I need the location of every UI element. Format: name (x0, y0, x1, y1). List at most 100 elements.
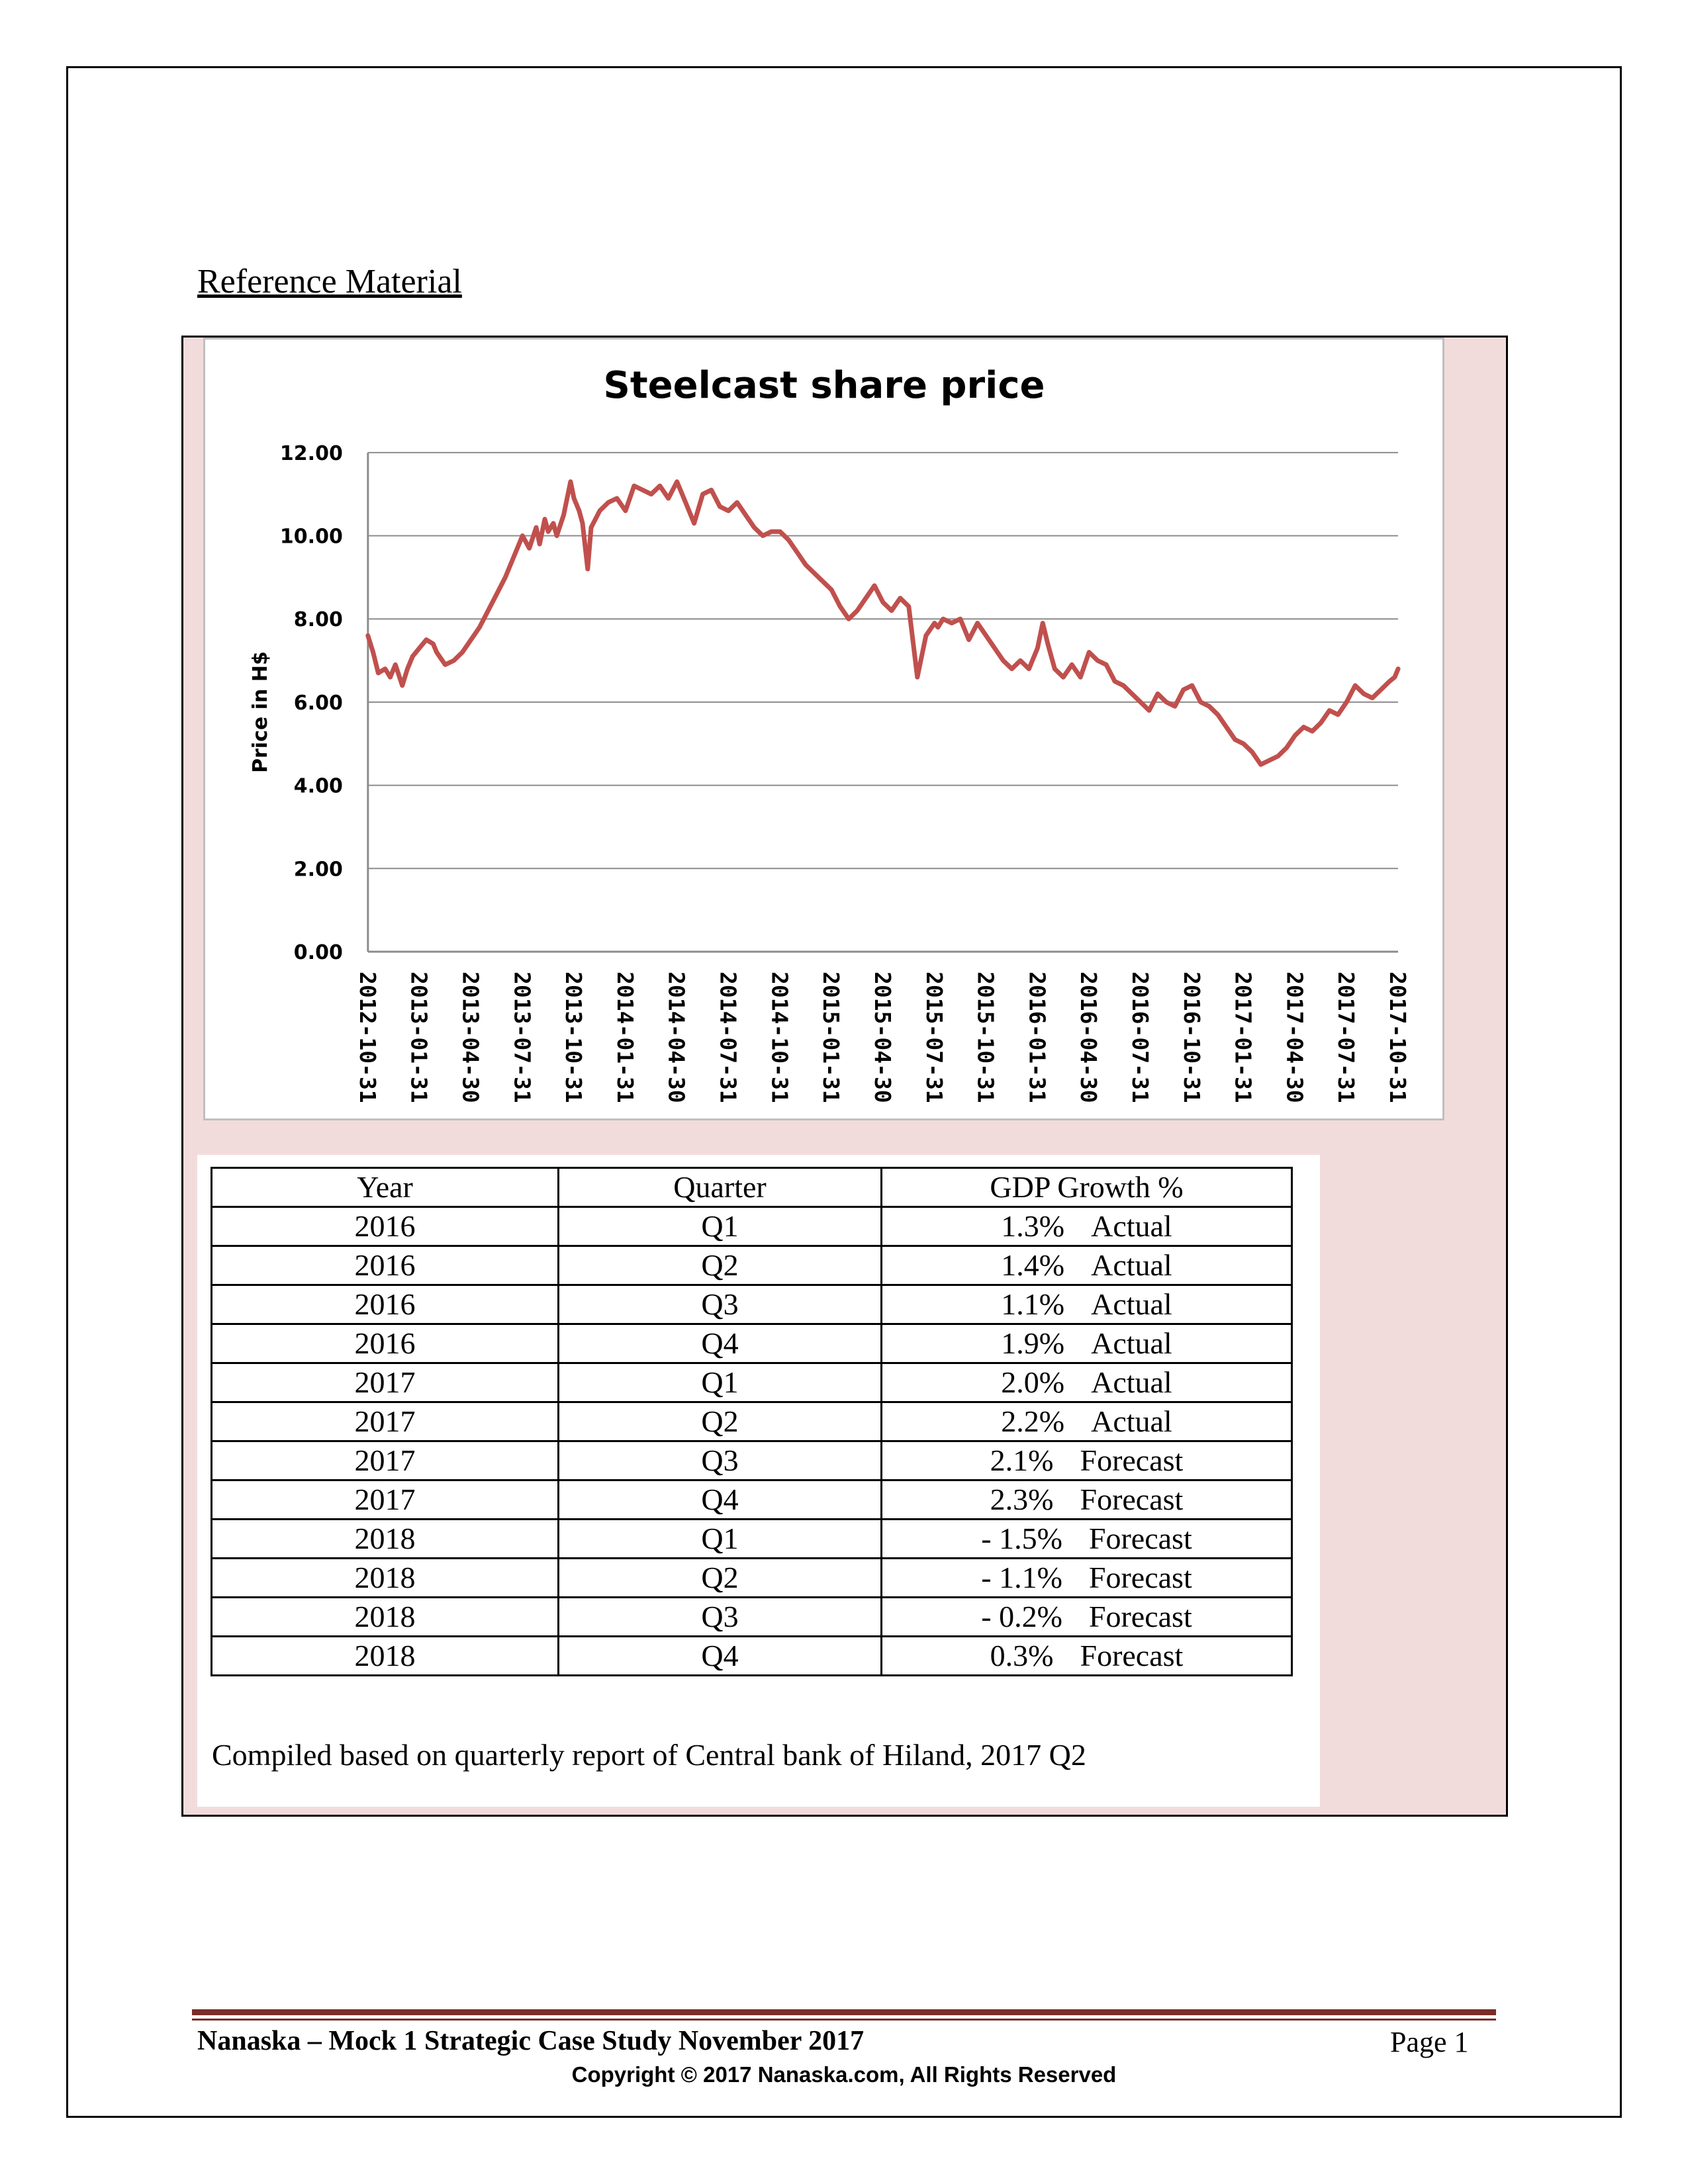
cell-quarter: Q4 (557, 1635, 882, 1676)
page-number: Page 1 (1390, 2026, 1469, 2058)
gdp-growth-status: Forecast (1080, 1639, 1184, 1672)
cell-quarter: Q4 (557, 1323, 882, 1364)
y-tick-label: 12.00 (280, 442, 343, 465)
chart-y-axis-label: Price in H$ (249, 651, 272, 773)
gdp-growth-status: Actual (1091, 1209, 1172, 1243)
gdp-growth-value: 0.3% (990, 1639, 1054, 1672)
footer-rule-thick (192, 2009, 1496, 2015)
x-tick-label: 2014-10-31 (767, 972, 792, 1103)
gdp-growth-status: Forecast (1088, 1561, 1192, 1594)
gdp-growth-status: Actual (1091, 1326, 1172, 1360)
cell-year: 2017 (211, 1362, 559, 1403)
series-line-steelcast (365, 479, 1401, 767)
cell-year: 2018 (211, 1596, 559, 1637)
gdp-growth-value: 2.2% (1001, 1404, 1065, 1438)
gdp-growth-value: - 1.5% (981, 1522, 1062, 1555)
y-tick-label: 0.00 (294, 941, 343, 964)
header-gdp-growth: GDP Growth % (880, 1167, 1293, 1208)
x-tick-label: 2013-04-30 (457, 972, 483, 1103)
gdp-growth-value: 2.1% (990, 1443, 1054, 1477)
x-tick-label: 2014-01-31 (612, 972, 638, 1103)
cell-quarter: Q3 (557, 1440, 882, 1481)
y-tick-label: 8.00 (294, 608, 343, 631)
cell-year: 2016 (211, 1206, 559, 1247)
cell-gdp-growth: - 1.5% Forecast (880, 1518, 1293, 1559)
x-tick-label: 2016-01-31 (1024, 972, 1050, 1103)
header-quarter: Quarter (557, 1167, 882, 1208)
x-tick-label: 2014-07-31 (716, 972, 741, 1103)
x-tick-label: 2016-10-31 (1179, 972, 1205, 1103)
table-row: 2016 Q3 1.1% Actual (211, 1284, 1293, 1325)
gdp-growth-status: Actual (1091, 1365, 1172, 1399)
gdp-growth-status: Actual (1091, 1248, 1172, 1282)
gdp-growth-status: Forecast (1088, 1600, 1192, 1633)
copyright-notice: Copyright © 2017 Nanaska.com, All Rights… (571, 2062, 1117, 2087)
gdp-growth-value: - 1.1% (981, 1561, 1062, 1594)
table-row: 2017 Q2 2.2% Actual (211, 1401, 1293, 1442)
table-row: 2017 Q1 2.0% Actual (211, 1362, 1293, 1403)
table-row: 2018 Q4 0.3% Forecast (211, 1635, 1293, 1676)
source-note: Compiled based on quarterly report of Ce… (212, 1738, 1086, 1772)
cell-quarter: Q2 (557, 1401, 882, 1442)
x-tick-label: 2017-07-31 (1333, 972, 1359, 1103)
cell-quarter: Q4 (557, 1479, 882, 1520)
cell-quarter: Q2 (557, 1557, 882, 1598)
cell-gdp-growth: 1.3% Actual (880, 1206, 1293, 1247)
cell-quarter: Q1 (557, 1518, 882, 1559)
cell-gdp-growth: 2.0% Actual (880, 1362, 1293, 1403)
table-row: 2017 Q3 2.1% Forecast (211, 1440, 1293, 1481)
x-tick-label: 2017-04-30 (1282, 972, 1307, 1103)
footer-rule-thin (192, 2019, 1496, 2021)
cell-gdp-growth: 2.2% Actual (880, 1401, 1293, 1442)
cell-year: 2018 (211, 1635, 559, 1676)
cell-year: 2016 (211, 1323, 559, 1364)
cell-year: 2018 (211, 1557, 559, 1598)
gdp-table-panel: Year Quarter GDP Growth % 2016 Q1 1.3% Actu… (197, 1155, 1320, 1807)
cell-year: 2018 (211, 1518, 559, 1559)
gdp-growth-value: 2.3% (990, 1482, 1054, 1516)
x-tick-label: 2013-01-31 (406, 972, 432, 1103)
cell-quarter: Q3 (557, 1596, 882, 1637)
cell-gdp-growth: 1.1% Actual (880, 1284, 1293, 1325)
x-tick-label: 2013-07-31 (509, 972, 535, 1103)
y-tick-label: 10.00 (280, 525, 343, 549)
page-border (66, 66, 1622, 2118)
cell-year: 2016 (211, 1284, 559, 1325)
gdp-growth-table: Year Quarter GDP Growth % 2016 Q1 1.3% Actu… (211, 1167, 1293, 1676)
x-tick-label: 2016-04-30 (1076, 972, 1102, 1103)
table-row: 2017 Q4 2.3% Forecast (211, 1479, 1293, 1520)
table-row: 2016 Q1 1.3% Actual (211, 1206, 1293, 1247)
chart-title: Steelcast share price (604, 364, 1045, 407)
cell-gdp-growth: 0.3% Forecast (880, 1635, 1293, 1676)
gdp-growth-value: - 0.2% (981, 1600, 1062, 1633)
table-header-row: Year Quarter GDP Growth % (211, 1167, 1293, 1208)
cell-year: 2017 (211, 1440, 559, 1481)
gdp-growth-value: 1.3% (1001, 1209, 1065, 1243)
x-tick-label: 2016-07-31 (1127, 972, 1153, 1103)
gdp-growth-status: Actual (1091, 1287, 1172, 1321)
cell-quarter: Q3 (557, 1284, 882, 1325)
share-price-chart: Steelcast share price Price in H$ 0.00 2.… (203, 338, 1444, 1120)
table-row: 2018 Q1 - 1.5% Forecast (211, 1518, 1293, 1559)
cell-gdp-growth: 1.4% Actual (880, 1245, 1293, 1286)
gdp-growth-status: Actual (1091, 1404, 1172, 1438)
cell-quarter: Q2 (557, 1245, 882, 1286)
chart-svg: Steelcast share price Price in H$ 0.00 2.… (249, 364, 1411, 1103)
table-row: 2018 Q2 - 1.1% Forecast (211, 1557, 1293, 1598)
header-year: Year (211, 1167, 559, 1208)
cell-quarter: Q1 (557, 1362, 882, 1403)
gdp-growth-status: Forecast (1080, 1443, 1184, 1477)
gdp-growth-status: Forecast (1080, 1482, 1184, 1516)
x-tick-label: 2013-10-31 (561, 972, 586, 1103)
gdp-growth-value: 1.4% (1001, 1248, 1065, 1282)
x-tick-label: 2015-01-31 (818, 972, 844, 1103)
footer-title: Nanaska – Mock 1 Strategic Case Study No… (197, 2026, 865, 2056)
x-tick-label: 2015-10-31 (973, 972, 999, 1103)
x-tick-label: 2012-10-31 (355, 972, 381, 1103)
cell-gdp-growth: 2.1% Forecast (880, 1440, 1293, 1481)
cell-gdp-growth: - 0.2% Forecast (880, 1596, 1293, 1637)
x-tick-label: 2017-01-31 (1231, 972, 1256, 1103)
y-tick-label: 2.00 (294, 858, 343, 881)
cell-year: 2017 (211, 1401, 559, 1442)
x-tick-label: 2017-10-31 (1385, 972, 1411, 1103)
